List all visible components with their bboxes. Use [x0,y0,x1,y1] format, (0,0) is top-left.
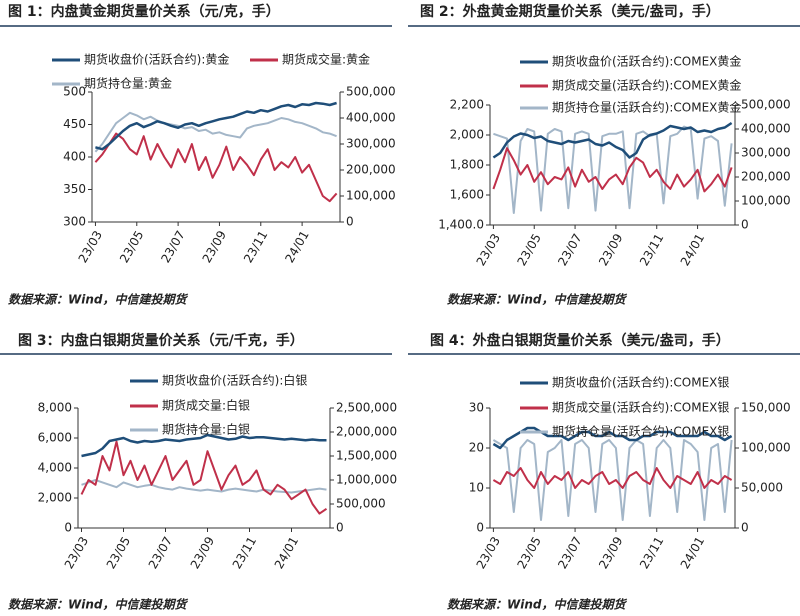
y-tick-label: 2,200 [450,98,484,112]
x-tick-label: 23/07 [555,534,584,571]
legend-label: 期货收盘价(活跃合约):白银 [162,373,307,388]
series-line [492,426,733,450]
x-tick-label: 24/01 [678,231,707,268]
legend-label: 期货持仓量:黄金 [84,76,172,91]
series-line [94,132,338,203]
series-line [493,125,733,214]
legend-label: 期货收盘价(活跃合约):黄金 [84,52,229,67]
y-tick-label: 400 [63,150,86,164]
x-tick-label: 23/03 [474,231,503,268]
chart-title: 图 4：外盘白银期货量价关系（美元/盎司，手） [430,332,730,349]
x-tick-label: 23/03 [474,534,503,571]
x-tick-label: 24/01 [678,534,707,571]
y2-tick-label: 2,000,000 [336,425,397,439]
legend-label: 期货持仓量(活跃合约):COMEX黄金 [552,100,741,115]
y2-tick-label: 500,000 [336,497,386,511]
chart-title: 图 1：内盘黄金期货量价关系（元/克，手） [8,3,280,20]
x-tick-label: 23/07 [158,228,187,265]
y-tick-label: 1,600 [450,188,484,202]
x-tick-label: 23/03 [62,534,91,571]
y2-tick-label: 300,000 [741,146,791,160]
y-tick-label: 500 [63,85,86,99]
y-tick-label: 1,800 [450,158,484,172]
source-note: 数据来源：Wind，中信建投期货 [447,598,627,612]
x-tick-label: 23/11 [230,534,259,571]
y-tick-label: 2,000 [38,491,72,505]
y-tick-label: 30 [469,401,484,415]
y2-tick-label: 500,000 [741,98,791,112]
y2-tick-label: 50,000 [741,481,783,495]
y2-tick-label: 200,000 [741,170,791,184]
y2-tick-label: 400,000 [741,122,791,136]
legend-label: 期货持仓量:白银 [162,422,250,437]
y2-tick-label: 0 [741,218,749,232]
y2-tick-label: 100,000 [346,189,396,203]
x-tick-label: 23/07 [555,231,584,268]
y-tick-label: 20 [469,441,484,455]
x-tick-label: 23/05 [117,228,146,265]
series-line [80,440,328,515]
y-tick-label: 2,000 [450,128,484,142]
x-tick-label: 23/05 [514,534,543,571]
x-tick-label: 24/01 [282,228,311,265]
y-tick-label: 6,000 [38,431,72,445]
legend-label: 期货持仓量(活跃合约):COMEX银 [552,424,729,439]
legend-label: 期货成交量(活跃合约):COMEX黄金 [552,78,741,93]
x-tick-label: 23/09 [596,534,625,571]
y2-tick-label: 100,000 [741,194,791,208]
y2-tick-label: 0 [346,215,354,229]
y-tick-label: 1,400.0 [438,218,484,232]
series-line [492,147,733,193]
y-tick-label: 8,000 [38,401,72,415]
x-tick-label: 24/01 [272,534,301,571]
series-line [81,433,327,458]
legend-label: 期货收盘价(活跃合约):COMEX黄金 [552,54,741,69]
y-tick-label: 10 [469,481,484,495]
legend-label: 期货收盘价(活跃合约):COMEX银 [552,375,729,390]
y-tick-label: 300 [63,215,86,229]
y2-tick-label: 1,500,000 [336,449,397,463]
y-tick-label: 350 [63,182,86,196]
source-note: 数据来源：Wind，中信建投期货 [8,293,188,307]
y2-tick-label: 150,000 [741,401,791,415]
y2-tick-label: 200,000 [346,163,396,177]
x-tick-label: 23/11 [637,231,666,268]
y2-tick-label: 2,500,000 [336,401,397,415]
y-tick-label: 0 [64,521,72,535]
x-tick-label: 23/05 [104,534,133,571]
y-tick-label: 4,000 [38,461,72,475]
y2-tick-label: 1,000,000 [336,473,397,487]
x-tick-label: 23/11 [637,534,666,571]
y2-tick-label: 0 [741,521,749,535]
x-tick-label: 23/09 [200,228,229,265]
x-tick-label: 23/05 [514,231,543,268]
legend-label: 期货成交量:白银 [162,398,250,413]
x-tick-label: 23/11 [241,228,270,265]
y2-tick-label: 500,000 [346,85,396,99]
x-tick-label: 23/09 [596,231,625,268]
series-line [94,111,337,153]
series-line [492,467,733,489]
source-note: 数据来源：Wind，中信建投期货 [8,598,188,612]
x-tick-label: 23/03 [76,228,105,265]
series-line [95,101,337,151]
y2-tick-label: 300,000 [346,137,396,151]
series-line [492,121,733,159]
y2-tick-label: 0 [336,521,344,535]
x-tick-label: 23/07 [146,534,175,571]
y-tick-label: 0 [476,521,484,535]
series-line [492,439,733,521]
series-line [81,479,327,494]
legend-label: 期货成交量(活跃合约):COMEX银 [552,400,729,415]
source-note: 数据来源：Wind，中信建投期货 [447,293,627,307]
chart-title: 图 2：外盘黄金期货量价关系（美元/盎司，手） [420,3,720,20]
chart-title: 图 3：内盘白银期货量价关系（元/千克，手） [18,332,304,349]
legend-label: 期货成交量:黄金 [282,52,370,67]
y2-tick-label: 100,000 [741,441,791,455]
x-tick-label: 23/09 [188,534,217,571]
y2-tick-label: 400,000 [346,111,396,125]
y-tick-label: 450 [63,117,86,131]
